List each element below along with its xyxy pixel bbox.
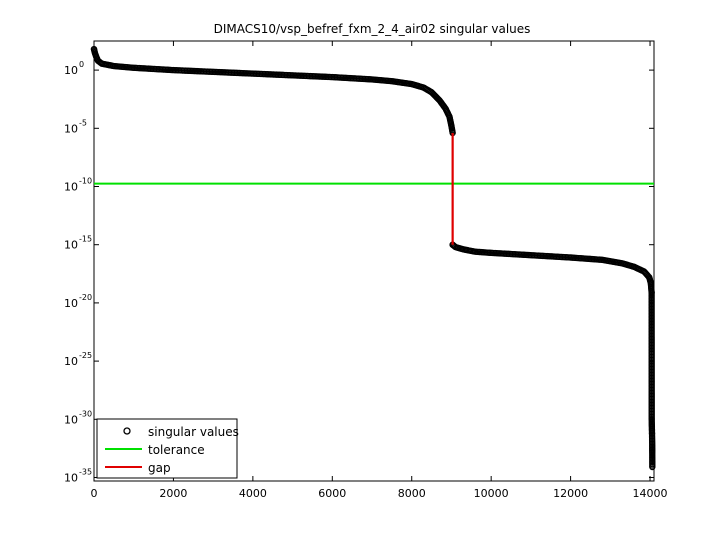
singular-value-point (648, 289, 655, 296)
singular-values-series (90, 45, 656, 471)
legend-marker-singular-values (123, 427, 131, 435)
legend-label-tolerance: tolerance (148, 443, 205, 457)
singular-value-point (648, 430, 656, 437)
plot-area (93, 40, 655, 482)
x-tick-label: 12000 (553, 487, 588, 500)
legend-label-gap: gap (148, 461, 171, 475)
x-tick-label: 6000 (318, 487, 346, 500)
singular-value-point (90, 45, 98, 53)
x-tick-label: 4000 (239, 487, 267, 500)
x-tick-label: 2000 (159, 487, 187, 500)
x-tick-label: 8000 (398, 487, 426, 500)
singular-value-point (649, 463, 656, 471)
legend-label-singular-values: singular values (148, 425, 239, 439)
x-tick-label: 10000 (474, 487, 509, 500)
chart-title: DIMACS10/vsp_befref_fxm_2_4_air02 singul… (214, 22, 531, 36)
legend: singular values tolerance gap (96, 418, 239, 479)
chart-marks (90, 45, 656, 471)
x-tick-label: 14000 (633, 487, 668, 500)
x-tick-label: 0 (91, 487, 98, 500)
